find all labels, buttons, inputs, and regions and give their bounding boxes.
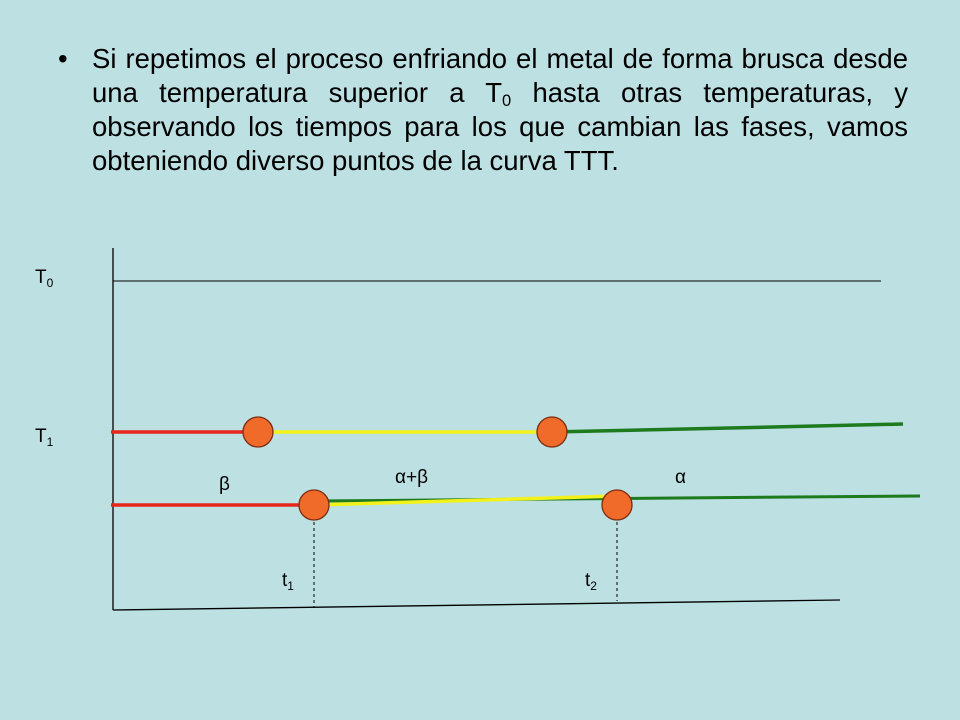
label-t1: T1 <box>35 426 54 449</box>
bullet-text-subscript: 0 <box>502 92 512 111</box>
x-axis <box>112 599 841 611</box>
upper-line-green <box>551 422 904 434</box>
marker-lower-end <box>601 489 633 521</box>
bullet-text-part1: Si repetimos el proceso enfriando el met… <box>92 43 908 108</box>
label-beta: β <box>219 474 230 495</box>
marker-upper-end <box>536 416 568 448</box>
bullet-paragraph: • Si repetimos el proceso enfriando el m… <box>58 42 908 178</box>
marker-upper-start <box>242 416 274 448</box>
bullet-text: Si repetimos el proceso enfriando el met… <box>92 42 908 178</box>
label-t0: T0 <box>35 267 54 290</box>
marker-lower-start <box>298 489 330 521</box>
bullet-point: • <box>58 43 68 74</box>
label-time1: t1 <box>282 570 294 593</box>
label-time2: t2 <box>585 570 597 593</box>
bullet-text-part2: hasta otras temperaturas, y observando l… <box>92 77 908 176</box>
label-alpha-beta: α+β <box>395 467 428 488</box>
lower-line-yellow <box>313 494 618 507</box>
label-alpha: α <box>675 467 686 488</box>
